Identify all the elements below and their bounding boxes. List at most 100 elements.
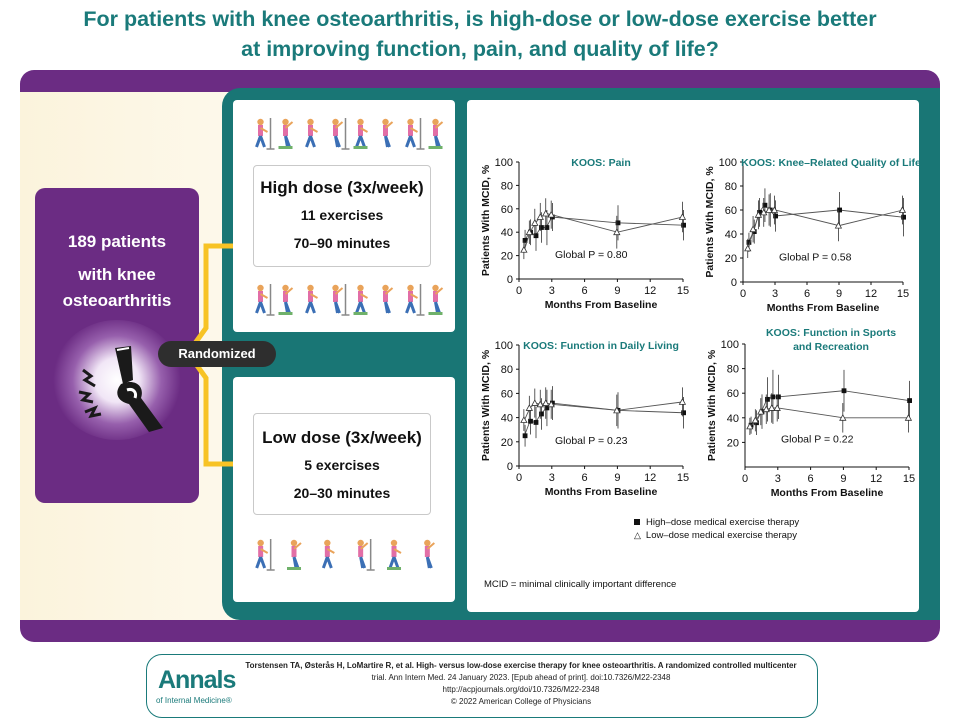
low-dose-exercises: 5 exercises	[304, 457, 380, 473]
data-point	[760, 208, 768, 216]
data-point	[533, 420, 539, 425]
y-tick-label: 20	[501, 437, 513, 449]
data-point	[525, 228, 534, 236]
global-p-annotation: Global P = 0.58	[779, 251, 852, 263]
data-point	[773, 213, 778, 219]
y-tick-label: 100	[495, 157, 513, 169]
legend-low-label: Low–dose medical exercise therapy	[645, 530, 797, 542]
data-point	[533, 233, 539, 239]
exercise-figure-icon	[255, 118, 275, 150]
data-point	[770, 394, 776, 400]
chart-title: KOOS: Pain	[571, 157, 631, 169]
x-tick-label: 15	[677, 472, 689, 484]
y-axis-label: Patients With MCID, %	[480, 349, 492, 461]
x-tick-label: 15	[677, 285, 689, 297]
data-point	[615, 220, 621, 226]
x-axis-label: Months From Baseline	[545, 299, 658, 311]
legend-item-low: △ Low–dose medical exercise therapy	[634, 530, 799, 541]
x-tick-label: 0	[740, 288, 746, 300]
results-charts: 0 20 40 60 80 100 0 3 6 9 12 15 Months From Baseline…	[480, 157, 919, 499]
x-tick-label: 12	[865, 288, 877, 300]
exercise-figure-icon	[278, 118, 294, 149]
high-dose-exercise-row-bottom	[248, 282, 448, 316]
data-point	[773, 404, 781, 411]
data-point	[536, 400, 544, 408]
x-tick-label: 9	[614, 285, 620, 297]
chart-2: 0 20 40 60 80 100 0 3 6 9 12 15 Months From Baseline…	[704, 157, 919, 314]
exercise-figure-icon	[255, 284, 275, 316]
data-point	[525, 404, 534, 411]
low-dose-exercise-row	[244, 537, 444, 571]
data-point	[547, 210, 555, 218]
exercise-figure-icon	[255, 539, 275, 571]
data-point	[746, 422, 754, 430]
y-tick-label: 80	[501, 364, 513, 376]
page-title: For patients with knee osteoarthritis, i…	[0, 4, 960, 64]
chart-title: KOOS: Function in Daily Living	[523, 340, 679, 352]
y-tick-label: 80	[727, 364, 739, 376]
x-axis-label: Months From Baseline	[545, 486, 658, 498]
annals-logo-sub: of Internal Medicine®	[156, 696, 232, 705]
title-line-2: at improving function, pain, and quality…	[241, 37, 719, 61]
exercise-figure-icon	[405, 284, 425, 316]
y-tick-label: 60	[501, 204, 513, 216]
citation-line-1: Torstensen TA, Østerås H, LoMartire R, e…	[245, 661, 797, 670]
citation: Torstensen TA, Østerås H, LoMartire R, e…	[236, 660, 806, 708]
data-point	[841, 388, 847, 394]
data-point	[542, 399, 550, 406]
exercise-figure-icon	[305, 284, 318, 314]
x-tick-label: 6	[808, 473, 814, 485]
data-point	[907, 398, 912, 403]
y-tick-label: 40	[501, 227, 513, 239]
data-point	[765, 396, 770, 402]
chart-title-line-2: and Recreation	[793, 341, 869, 353]
data-point	[520, 416, 528, 423]
x-tick-label: 0	[742, 473, 748, 485]
x-axis-label: Months From Baseline	[771, 487, 884, 499]
series-high-dose	[748, 369, 912, 436]
global-p-annotation: Global P = 0.80	[555, 249, 628, 261]
y-axis-label: Patients With MCID, %	[706, 349, 718, 461]
x-tick-label: 15	[897, 288, 909, 300]
patients-line-3: osteoarthritis	[62, 291, 172, 310]
exercise-figure-icon	[332, 118, 350, 150]
chart-title: KOOS: Function in Sports	[766, 327, 896, 339]
legend-square-marker	[634, 519, 640, 526]
data-point	[536, 213, 544, 220]
legend-triangle-marker: △	[634, 530, 641, 540]
bottom-band	[20, 620, 940, 642]
citation-line-2: trial. Ann Intern Med. 24 January 2023. …	[371, 673, 671, 682]
y-tick-label: 20	[501, 251, 513, 263]
x-tick-label: 3	[549, 285, 555, 297]
exercise-figure-icon	[255, 284, 444, 316]
y-tick-label: 80	[501, 180, 513, 192]
exercise-figure-icon	[255, 118, 444, 150]
top-band	[20, 70, 940, 92]
series-low-dose	[520, 387, 687, 431]
low-dose-title: Low dose (3x/week)	[262, 428, 422, 447]
data-point	[762, 202, 768, 208]
data-point	[898, 206, 907, 213]
legend-item-high: High–dose medical exercise therapy	[634, 517, 799, 528]
x-tick-label: 0	[516, 472, 522, 484]
high-dose-exercise-row-top	[248, 116, 448, 150]
data-point	[837, 207, 842, 213]
series-low-dose	[744, 194, 907, 258]
y-tick-label: 40	[727, 413, 739, 425]
x-tick-label: 3	[549, 472, 555, 484]
citation-line-3: http://acpjournals.org/doi/10.7326/M22-2…	[442, 685, 600, 694]
data-point	[544, 405, 550, 411]
data-point	[749, 225, 757, 233]
y-tick-label: 40	[725, 229, 737, 241]
data-point	[678, 213, 687, 220]
x-tick-label: 9	[836, 288, 842, 300]
high-dose-duration: 70–90 minutes	[293, 235, 391, 251]
series-high-dose	[522, 202, 686, 251]
y-tick-label: 100	[719, 157, 737, 169]
x-tick-label: 12	[870, 473, 882, 485]
exercise-figure-icon	[357, 539, 375, 571]
high-dose-box: High dose (3x/week) 11 exercises 70–90 m…	[253, 165, 431, 267]
exercise-figure-icon	[353, 118, 368, 149]
legend-high-label: High–dose medical exercise therapy	[646, 517, 800, 528]
x-tick-label: 3	[772, 288, 778, 300]
